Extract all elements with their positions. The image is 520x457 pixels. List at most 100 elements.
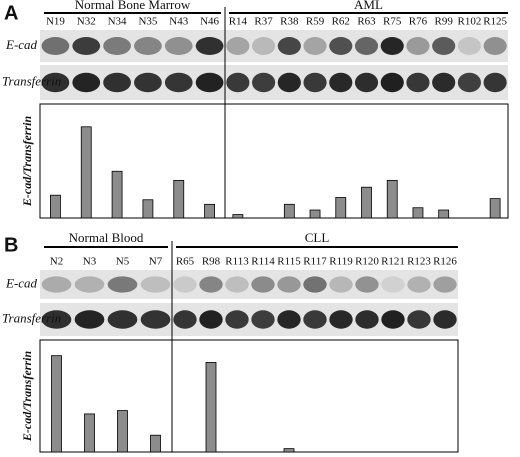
blot-band [251, 276, 275, 293]
blot-band [483, 72, 507, 93]
lane-label: N2 [50, 256, 63, 268]
blot-band [457, 37, 481, 55]
group-label: AML [354, 0, 383, 12]
bar [412, 207, 424, 219]
blot-band [72, 37, 101, 55]
panel-letter: B [4, 234, 18, 256]
bar [205, 361, 217, 453]
group-label: Normal Bone Marrow [75, 0, 191, 12]
blot-band [195, 37, 224, 55]
lane-label: R121 [381, 256, 405, 268]
blot-band [483, 37, 507, 55]
blot-band [252, 37, 276, 55]
lane-label: R126 [433, 256, 457, 268]
group-label: CLL [305, 230, 330, 245]
bar [232, 214, 244, 219]
bar [204, 203, 215, 219]
blot-band [164, 37, 193, 55]
blot-band [140, 276, 171, 293]
blot-band [140, 310, 171, 329]
blot-band [355, 276, 379, 293]
blot-band [354, 37, 379, 55]
lane-label: R98 [202, 256, 221, 268]
lane-label: R113 [225, 256, 249, 268]
blot-band [225, 310, 249, 329]
blot-band [432, 37, 456, 55]
bar [80, 126, 92, 219]
y-axis-label: E-cad/Transferrin [20, 351, 34, 443]
lane-label: R114 [251, 256, 275, 268]
blot-band [432, 72, 456, 93]
blot-band [134, 37, 162, 55]
lane-label: R62 [332, 16, 350, 28]
lane-label: N5 [116, 256, 130, 268]
lane-label: R63 [357, 16, 376, 28]
blot-band [407, 276, 431, 293]
blot-band [225, 276, 249, 293]
bar [361, 186, 372, 219]
bar [386, 179, 398, 219]
lane-label: R38 [280, 16, 299, 28]
lane-label: N34 [108, 16, 127, 28]
lane-label: R14 [229, 16, 248, 28]
bar [111, 170, 123, 219]
bar [335, 197, 347, 219]
bar [173, 179, 185, 219]
blot-band [226, 72, 250, 93]
blot-label: E-cad [5, 275, 38, 290]
blot-band [380, 37, 404, 55]
bar [150, 434, 161, 453]
blot-band [134, 72, 162, 93]
blot-band [107, 276, 138, 293]
bar [84, 413, 95, 453]
blot-band [457, 72, 481, 93]
blot-band [407, 310, 431, 329]
bar [50, 194, 61, 219]
bar [283, 203, 295, 219]
bar [117, 410, 128, 453]
blot-label: E-cad [5, 37, 38, 52]
blot-band [303, 276, 327, 293]
blot-band [41, 310, 72, 329]
lane-label: N43 [169, 16, 188, 28]
lane-label: N46 [200, 16, 219, 28]
blot-band [103, 72, 131, 93]
blot-band [329, 37, 353, 55]
group-label: Normal Blood [69, 230, 144, 245]
lane-label: R99 [435, 16, 454, 28]
lane-label: R125 [483, 16, 507, 28]
bar [51, 355, 62, 453]
lane-label: R117 [303, 256, 327, 268]
blot-band [277, 310, 301, 329]
blot-band [252, 72, 276, 93]
lane-label: R123 [407, 256, 431, 268]
blot-band [277, 276, 301, 293]
blot-band [303, 310, 327, 329]
blot-band [354, 72, 379, 93]
blot-band [107, 310, 138, 329]
blot-band [329, 72, 353, 93]
bar [489, 198, 501, 219]
lane-label: R120 [355, 256, 379, 268]
bar [309, 209, 321, 219]
blot-band [173, 310, 197, 329]
chart-frame [39, 103, 509, 219]
y-axis-label: E-cad/Transferrin [20, 116, 34, 208]
blot-band [74, 310, 105, 329]
blot-band [195, 72, 224, 93]
blot-band [406, 72, 430, 93]
blot-band [329, 310, 353, 329]
blot-band [74, 276, 105, 293]
chart-frame [39, 339, 459, 453]
lane-label: N32 [77, 16, 96, 28]
blot-band [173, 276, 197, 293]
blot-band [72, 72, 101, 93]
blot-band [380, 72, 404, 93]
bar [438, 209, 450, 219]
lane-label: N19 [46, 16, 65, 28]
blot-band [406, 37, 430, 55]
blot-band [251, 310, 275, 329]
blot-band [381, 276, 405, 293]
panel-letter: A [4, 2, 18, 24]
blot-band [199, 276, 223, 293]
